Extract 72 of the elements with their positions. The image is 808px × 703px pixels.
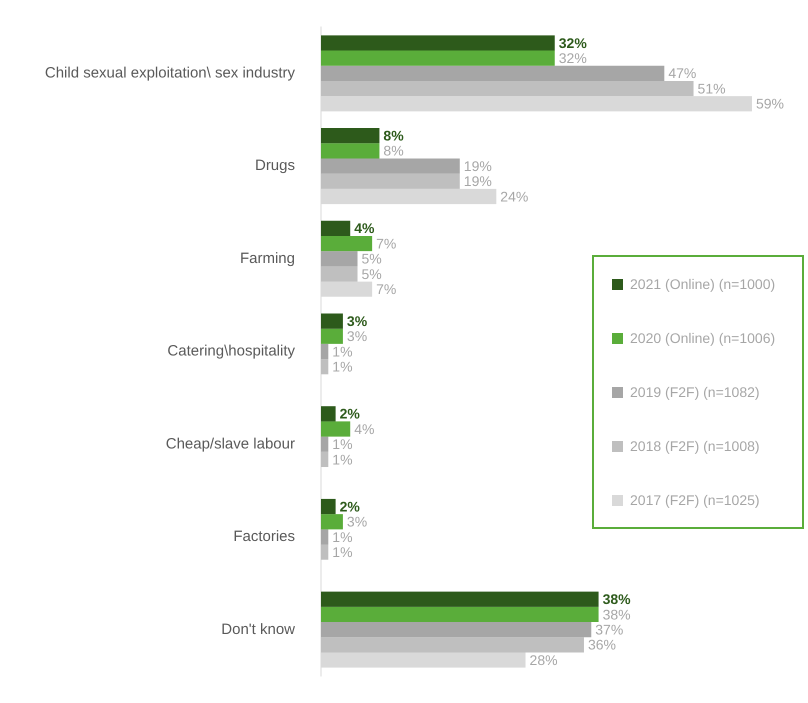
bar [321, 143, 380, 158]
bar [321, 406, 336, 422]
bar [321, 421, 350, 437]
bar [321, 66, 664, 81]
data-label: 1% [332, 451, 353, 468]
legend-label: 2021 (Online) (n=1000) [630, 276, 776, 292]
bar [321, 328, 343, 344]
data-label: 7% [376, 235, 396, 252]
data-label: 8% [383, 142, 404, 159]
data-label: 38% [602, 591, 632, 608]
data-label: 2% [340, 406, 360, 422]
bar [321, 344, 328, 360]
bar [321, 174, 460, 189]
legend-label: 2020 (Online) (n=1006) [630, 330, 776, 346]
bar [321, 452, 328, 468]
data-label: 7% [376, 281, 396, 298]
y-tick-label: Factories [233, 528, 295, 546]
bar [321, 592, 599, 607]
data-label: 1% [332, 544, 353, 560]
data-label: 1% [332, 343, 353, 360]
bar [321, 436, 328, 452]
bar [321, 251, 358, 266]
bar [321, 220, 350, 236]
bar [321, 236, 372, 252]
bar [321, 50, 555, 66]
data-label: 4% [354, 220, 376, 236]
bar [321, 313, 343, 329]
data-label: 51% [698, 80, 726, 96]
bar [321, 622, 592, 638]
y-tick-label: Farming [240, 250, 295, 267]
bar [321, 529, 328, 545]
legend-label: 2019 (F2F) (n=1082) [630, 384, 760, 400]
y-tick-label: Catering\hospitality [167, 342, 296, 360]
bar [321, 35, 555, 51]
data-label: 1% [332, 436, 353, 452]
data-label: 47% [668, 65, 696, 82]
data-label: 5% [362, 250, 382, 267]
bar [321, 606, 599, 622]
y-tick-label: Child sexual exploitation\ sex industry [44, 64, 296, 82]
data-label: 3% [346, 312, 368, 329]
data-label: 8% [383, 128, 404, 144]
y-tick-label: Don't know [221, 620, 296, 638]
data-label: 1% [332, 358, 353, 375]
bar [321, 80, 694, 96]
y-tick-label: Cheap/slave labour [166, 435, 295, 452]
data-label: 4% [354, 420, 374, 437]
data-label: 36% [588, 636, 616, 653]
bar [321, 514, 343, 530]
legend-label: 2017 (F2F) (n=1025) [630, 492, 760, 508]
data-label: 2% [340, 498, 360, 514]
data-label: 38% [602, 606, 631, 622]
data-label: 5% [362, 266, 382, 282]
bar [321, 637, 584, 652]
data-label: 32% [558, 50, 587, 66]
bar [321, 498, 336, 514]
data-label: 19% [464, 158, 492, 174]
data-label: 3% [346, 514, 368, 530]
data-label: 32% [558, 34, 588, 51]
data-label: 24% [500, 188, 528, 204]
legend-label: 2018 (F2F) (n=1008) [630, 438, 760, 454]
data-label: 59% [756, 96, 784, 112]
bar [321, 158, 460, 174]
y-tick-label: Drugs [254, 157, 295, 174]
bar [321, 359, 328, 374]
bar [321, 128, 380, 144]
bar [321, 266, 358, 282]
data-label: 19% [464, 173, 492, 190]
data-label: 3% [346, 328, 368, 344]
data-label: 37% [595, 622, 624, 638]
data-label: 28% [530, 652, 558, 668]
bar [321, 544, 328, 560]
data-label: 1% [332, 528, 353, 545]
